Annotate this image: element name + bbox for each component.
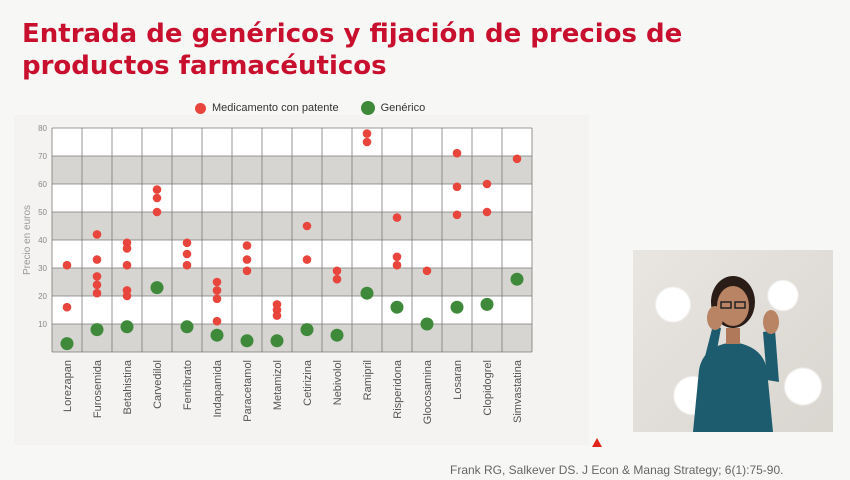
pointer-marker-icon bbox=[592, 438, 602, 447]
generic-price-point bbox=[150, 281, 164, 295]
patent-price-point bbox=[332, 274, 342, 284]
legend-patent-swatch bbox=[195, 102, 206, 114]
patent-price-point bbox=[452, 210, 462, 220]
patent-price-point bbox=[242, 266, 252, 276]
generic-price-point bbox=[480, 297, 494, 311]
patent-price-point bbox=[212, 286, 222, 295]
patent-price-point bbox=[92, 288, 102, 298]
x-category-label: Nebivolol bbox=[332, 360, 344, 405]
patent-price-point bbox=[212, 277, 222, 287]
patent-price-point bbox=[122, 244, 132, 253]
patent-price-point bbox=[92, 230, 102, 239]
patent-price-point bbox=[422, 266, 432, 276]
x-category-label: Indapamida bbox=[212, 359, 224, 417]
patent-price-point bbox=[92, 280, 102, 290]
patent-price-point bbox=[92, 255, 102, 264]
patent-price-point bbox=[182, 260, 192, 270]
patent-price-point bbox=[152, 193, 162, 203]
generic-price-point bbox=[180, 320, 194, 334]
sign-language-interpreter-video bbox=[633, 250, 833, 432]
patent-price-point bbox=[452, 182, 462, 192]
legend-item-patent: Medicamento con patente bbox=[195, 102, 339, 114]
legend-generic-label: Genérico bbox=[380, 102, 426, 114]
patent-price-point bbox=[242, 241, 252, 250]
x-category-label: Clopidogrel bbox=[482, 360, 494, 416]
generic-price-point bbox=[120, 320, 134, 334]
generic-price-point bbox=[240, 334, 254, 348]
x-category-label: Carvedilol bbox=[152, 360, 164, 409]
y-tick-label: 50 bbox=[38, 208, 47, 217]
chart-legend: Medicamento con patente Genérico bbox=[195, 99, 447, 117]
patent-price-point bbox=[122, 260, 132, 270]
generic-price-point bbox=[270, 334, 284, 348]
x-category-label: Risperidona bbox=[392, 359, 404, 419]
patent-price-point bbox=[452, 148, 462, 158]
x-category-label: Losaran bbox=[452, 360, 464, 400]
patent-price-point bbox=[62, 302, 72, 312]
y-tick-label: 70 bbox=[38, 152, 47, 161]
x-category-label: Betahistina bbox=[122, 359, 134, 414]
price-scatter-chart: 10 20 30 40 50 60 70 80 Precio en euros Lorezapan… bbox=[22, 124, 533, 424]
generic-price-point bbox=[510, 272, 524, 286]
generic-price-point bbox=[450, 300, 464, 314]
x-category-label: Lorezapan bbox=[62, 360, 74, 412]
generic-price-point bbox=[330, 328, 344, 342]
generic-price-point bbox=[420, 317, 434, 331]
patent-price-point bbox=[392, 252, 402, 262]
generic-price-point bbox=[390, 300, 404, 314]
patent-price-point bbox=[212, 294, 222, 304]
patent-price-point bbox=[122, 291, 132, 301]
interpreter-figure bbox=[693, 276, 779, 432]
patent-price-point bbox=[212, 316, 222, 326]
y-tick-label: 40 bbox=[38, 236, 47, 245]
generic-price-point bbox=[210, 328, 224, 342]
x-category-label: Furosemida bbox=[92, 359, 104, 418]
generic-price-point bbox=[360, 286, 374, 300]
patent-price-point bbox=[482, 207, 492, 217]
patent-price-point bbox=[302, 221, 312, 231]
y-tick-label: 30 bbox=[38, 264, 47, 273]
x-category-label: Paracetamol bbox=[242, 360, 254, 422]
x-category-label: Metamizol bbox=[272, 360, 284, 410]
patent-price-point bbox=[62, 260, 72, 270]
patent-price-point bbox=[302, 255, 312, 264]
generic-price-point bbox=[90, 323, 104, 337]
patent-price-point bbox=[362, 137, 372, 147]
x-category-label: Simvastatina bbox=[512, 359, 524, 423]
patent-price-point bbox=[152, 207, 162, 217]
y-tick-label: 10 bbox=[38, 320, 47, 329]
patent-price-point bbox=[242, 255, 252, 264]
legend-generic-swatch bbox=[360, 101, 375, 115]
patent-price-point bbox=[152, 185, 162, 194]
patent-price-point bbox=[392, 260, 402, 270]
patent-price-point bbox=[182, 238, 192, 248]
patent-price-point bbox=[482, 179, 492, 189]
legend-item-generic: Genérico bbox=[360, 101, 426, 115]
generic-price-point bbox=[300, 323, 314, 337]
patent-price-point bbox=[182, 249, 192, 259]
x-category-label: Ramipril bbox=[362, 360, 374, 400]
patent-price-point bbox=[512, 154, 522, 164]
y-tick-label: 20 bbox=[38, 292, 47, 301]
slide-title: Entrada de genéricos y fijación de preci… bbox=[22, 19, 683, 81]
x-category-label: Fenribrato bbox=[182, 360, 194, 410]
x-category-label: Cetirizina bbox=[302, 359, 314, 406]
citation: Frank RG, Salkever DS. J Econ & Manag St… bbox=[450, 463, 784, 477]
patent-price-point bbox=[92, 272, 102, 281]
legend-patent-label: Medicamento con patente bbox=[212, 102, 339, 114]
generic-price-point bbox=[60, 337, 74, 351]
y-tick-label: 80 bbox=[38, 124, 47, 133]
y-tick-label: 60 bbox=[38, 180, 47, 189]
patent-price-point bbox=[362, 129, 372, 138]
x-category-label: Glocosamina bbox=[422, 359, 434, 424]
y-axis-label: Precio en euros bbox=[22, 205, 33, 275]
patent-price-point bbox=[392, 213, 402, 222]
patent-price-point bbox=[272, 311, 282, 320]
patent-price-point bbox=[332, 266, 342, 276]
